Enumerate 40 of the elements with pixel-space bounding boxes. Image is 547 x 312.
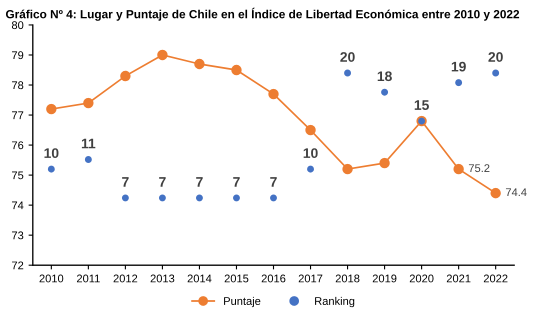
data-label: 10 <box>304 148 318 158</box>
data-label: 75.2 <box>468 164 490 172</box>
data-label: 7 <box>196 177 203 187</box>
x-tick-label: 2014 <box>188 274 212 282</box>
y-tick-label: 80 <box>12 21 24 30</box>
x-tick-label: 2017 <box>298 274 322 282</box>
x-tick-label: 2018 <box>336 274 360 282</box>
data-label: 18 <box>378 71 392 82</box>
data-label: 7 <box>270 177 277 187</box>
legend-label: Ranking <box>315 296 354 308</box>
x-tick-label: 2015 <box>224 274 248 282</box>
data-label: 7 <box>159 177 166 187</box>
data-label: 10 <box>44 148 58 158</box>
x-tick-label: 2016 <box>262 274 286 282</box>
data-label: 11 <box>82 138 96 148</box>
chart-title: Gráfico Nº 4: Lugar y Puntaje de Chile en el Índice de Libertad Económica entre 2010 y 2022 <box>6 8 520 21</box>
data-label: 7 <box>233 177 240 187</box>
y-tick-label: 72 <box>12 261 24 270</box>
y-tick-label: 74 <box>12 202 24 210</box>
x-tick-label: 2021 <box>446 274 470 282</box>
y-tick-label: 79 <box>12 51 24 60</box>
x-tick-label: 2019 <box>372 274 396 282</box>
data-label: 15 <box>414 100 429 110</box>
x-tick-label: 2011 <box>76 274 100 282</box>
x-tick-label: 2012 <box>114 274 138 282</box>
data-label: 19 <box>452 62 466 72</box>
x-tick-label: 2022 <box>484 274 508 282</box>
y-tick-label: 75 <box>12 171 24 180</box>
legend-label: Puntaje <box>224 296 260 308</box>
x-tick-label: 2010 <box>40 274 64 282</box>
data-label: 74.4 <box>506 188 527 196</box>
y-tick-label: 77 <box>12 111 24 120</box>
y-tick-label: 73 <box>12 231 24 240</box>
x-tick-label: 2020 <box>410 274 434 282</box>
data-label: 20 <box>488 52 503 62</box>
data-label: 7 <box>122 177 129 187</box>
y-tick-label: 76 <box>12 141 24 150</box>
x-tick-label: 2013 <box>150 274 174 282</box>
data-label: 20 <box>340 52 355 62</box>
y-tick-label: 78 <box>12 81 24 90</box>
